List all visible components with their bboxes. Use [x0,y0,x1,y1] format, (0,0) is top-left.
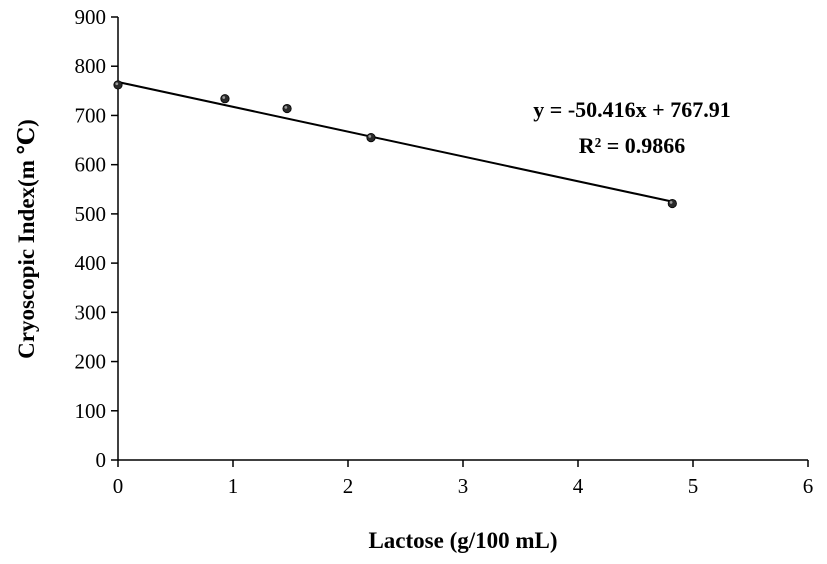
x-axis-ticks: 0 1 2 3 4 5 6 [113,460,814,498]
data-point [667,198,677,209]
y-tick-label: 200 [75,350,107,374]
data-point [220,94,230,104]
x-tick-label: 5 [688,474,699,498]
trendline-equation: y = -50.416x + 767.91 [533,97,730,122]
r-squared-label: R² = 0.9866 [579,133,686,158]
data-point [366,132,376,143]
x-tick-label: 1 [228,474,239,498]
x-tick-label: 3 [458,474,469,498]
data-point-highlight [284,105,288,109]
data-points [113,80,677,209]
x-tick-label: 4 [573,474,584,498]
data-point-highlight [368,134,372,138]
x-tick-label: 0 [113,474,124,498]
y-tick-label: 0 [96,448,107,472]
data-point [282,103,292,114]
y-axis-title: Cryoscopic Index(m ℃) [14,119,39,359]
y-tick-label: 600 [75,153,107,177]
x-axis-title: Lactose (g/100 mL) [368,528,557,553]
y-tick-label: 500 [75,202,107,226]
y-tick-label: 800 [75,54,107,78]
data-point [113,80,123,90]
y-tick-label: 900 [75,5,107,29]
data-point-highlight [115,82,119,86]
y-tick-label: 400 [75,251,107,275]
trendline [117,81,673,203]
axes [117,17,808,461]
data-point-highlight [669,200,673,204]
x-tick-label: 2 [343,474,354,498]
y-tick-label: 700 [75,103,107,127]
y-tick-label: 100 [75,399,107,423]
data-point-highlight [222,96,226,99]
y-axis-ticks: 0 100 200 300 400 500 600 700 800 900 [75,5,118,472]
x-tick-label: 6 [803,474,814,498]
y-tick-label: 300 [75,300,107,324]
